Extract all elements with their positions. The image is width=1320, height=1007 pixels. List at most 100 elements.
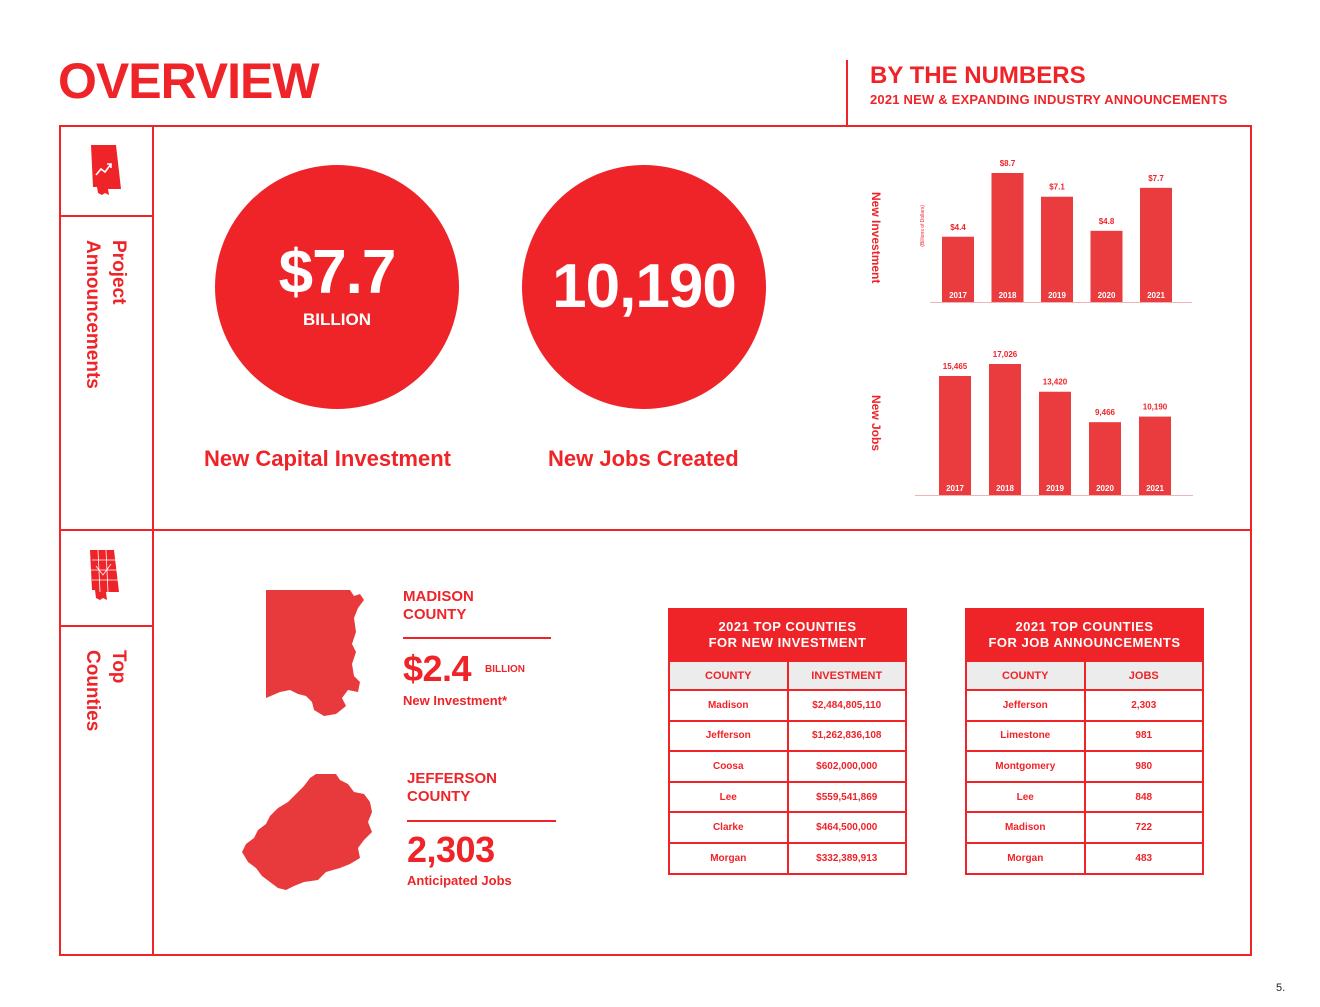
sidebar-icon-divider-1: [59, 215, 154, 217]
investment-table-col-county: COUNTY: [668, 660, 789, 691]
investment-chart-ylabel: New Investment: [869, 192, 883, 284]
table-row: Madison 722: [965, 811, 1204, 844]
table-cell-value: 722: [1083, 811, 1204, 844]
table-cell-value: 981: [1083, 719, 1204, 753]
chart-bar: [1140, 187, 1172, 302]
chart-tick-label: 2017: [949, 291, 967, 300]
table-row: Morgan 483: [965, 841, 1204, 875]
investment-circle: $7.7 BILLION: [215, 165, 459, 409]
by-numbers-subtitle: 2021 NEW & EXPANDING INDUSTRY ANNOUNCEME…: [870, 92, 1228, 107]
alabama-trend-icon: [91, 145, 121, 195]
table-cell-county: Lee: [668, 780, 789, 814]
table-cell-county: Madison: [668, 689, 789, 722]
table-row: Madison $2,484,805,110: [668, 689, 907, 722]
chart-data-label: $7.7: [1148, 174, 1164, 183]
chart-tick-label: 2018: [999, 291, 1017, 300]
chart-tick-label: 2017: [946, 484, 964, 493]
investment-unit: BILLION: [303, 310, 371, 329]
table-cell-county: Montgomery: [965, 750, 1086, 783]
chart-bar: [1090, 230, 1123, 302]
jefferson-county-map: [242, 774, 372, 890]
chart-bar: [942, 236, 974, 302]
madison-rule: [403, 637, 551, 639]
table-cell-county: Clarke: [668, 811, 789, 844]
section-divider: [59, 529, 1252, 531]
table-cell-county: Limestone: [965, 719, 1086, 753]
chart-bar: [939, 376, 971, 495]
jefferson-county-name: JEFFERSON COUNTY: [407, 770, 498, 805]
header-divider: [846, 60, 848, 126]
chart-tick-label: 2019: [1046, 484, 1064, 493]
investment-bar-chart: $4.4 2017 $8.7 2018 $7.1 2019 $4.8 2020 $7.7 2021: [930, 159, 1192, 303]
sidebar-icon-divider-2: [59, 625, 154, 627]
investment-table-col-investment: INVESTMENT: [786, 660, 907, 691]
page-number: 5.: [1276, 982, 1286, 994]
chart-tick-label: 2021: [1147, 291, 1165, 300]
chart-tick-label: 2019: [1048, 291, 1066, 300]
sidebar-divider: [152, 125, 154, 956]
chart-tick-label: 2018: [996, 484, 1014, 493]
table-cell-value: 848: [1083, 780, 1204, 814]
chart-bar: [989, 364, 1021, 495]
table-row: Clarke $464,500,000: [668, 811, 907, 844]
chart-data-label: $4.8: [1099, 217, 1115, 226]
chart-data-label: 10,190: [1143, 403, 1168, 412]
table-cell-value: 980: [1083, 750, 1204, 783]
by-numbers-title: BY THE NUMBERS: [870, 62, 1086, 89]
jobs-chart-ylabel: New Jobs: [869, 395, 883, 452]
table-row: Coosa $602,000,000: [668, 750, 907, 783]
investment-chart-unit-note: (Billions of Dollars): [920, 205, 926, 247]
table-cell-value: 2,303: [1083, 689, 1204, 722]
chart-data-label: $8.7: [1000, 159, 1016, 168]
chart-tick-label: 2020: [1096, 484, 1114, 493]
table-cell-county: Morgan: [668, 841, 789, 875]
table-row: Lee 848: [965, 780, 1204, 814]
table-cell-county: Morgan: [965, 841, 1086, 875]
jobs-table-col-jobs: JOBS: [1083, 660, 1204, 691]
jobs-table-title: 2021 TOP COUNTIES FOR JOB ANNOUNCEMENTS: [965, 608, 1204, 662]
madison-county-name: MADISON COUNTY: [403, 588, 474, 623]
chart-bar: [1139, 416, 1171, 495]
table-cell-value: $2,484,805,110: [786, 689, 907, 722]
chart-bar: [1039, 391, 1071, 495]
table-row: Jefferson $1,262,836,108: [668, 719, 907, 753]
table-row: Lee $559,541,869: [668, 780, 907, 814]
jobs-table: 2021 TOP COUNTIES FOR JOB ANNOUNCEMENTS …: [965, 608, 1204, 875]
chart-data-label: $7.1: [1049, 183, 1065, 192]
jobs-caption: New Jobs Created: [548, 446, 739, 471]
table-row: Morgan $332,389,913: [668, 841, 907, 875]
page-title: OVERVIEW: [58, 53, 320, 109]
table-cell-county: Jefferson: [668, 719, 789, 753]
chart-data-label: 17,026: [993, 350, 1018, 359]
table-row: Montgomery 980: [965, 750, 1204, 783]
table-cell-value: $464,500,000: [786, 811, 907, 844]
table-cell-value: 483: [1083, 841, 1204, 875]
jobs-table-col-county: COUNTY: [965, 660, 1086, 691]
table-cell-value: $559,541,869: [786, 780, 907, 814]
jefferson-rule: [407, 820, 556, 822]
table-cell-county: Lee: [965, 780, 1086, 814]
jefferson-value: 2,303: [407, 829, 495, 870]
madison-desc: New Investment*: [403, 693, 508, 708]
content-frame: [59, 125, 1252, 956]
chart-bar: [991, 173, 1024, 302]
madison-county-map: [266, 590, 364, 716]
chart-bar: [1089, 422, 1121, 495]
investment-table-title: 2021 TOP COUNTIES FOR NEW INVESTMENT: [668, 608, 907, 662]
madison-unit: BILLION: [485, 664, 525, 675]
chart-tick-label: 2020: [1098, 291, 1116, 300]
table-cell-value: $602,000,000: [786, 750, 907, 783]
table-cell-county: Coosa: [668, 750, 789, 783]
chart-data-label: 9,466: [1095, 408, 1116, 417]
table-cell-county: Madison: [965, 811, 1086, 844]
chart-data-label: 15,465: [943, 362, 968, 371]
madison-value: $2.4: [403, 648, 472, 689]
chart-data-label: $4.4: [950, 223, 966, 232]
jefferson-desc: Anticipated Jobs: [407, 873, 512, 888]
section-label-top-counties: Top Counties: [82, 650, 129, 732]
table-cell-county: Jefferson: [965, 689, 1086, 722]
investment-table: 2021 TOP COUNTIES FOR NEW INVESTMENT COU…: [668, 608, 907, 875]
table-row: Jefferson 2,303: [965, 689, 1204, 722]
table-row: Limestone 981: [965, 719, 1204, 753]
table-cell-value: $1,262,836,108: [786, 719, 907, 753]
